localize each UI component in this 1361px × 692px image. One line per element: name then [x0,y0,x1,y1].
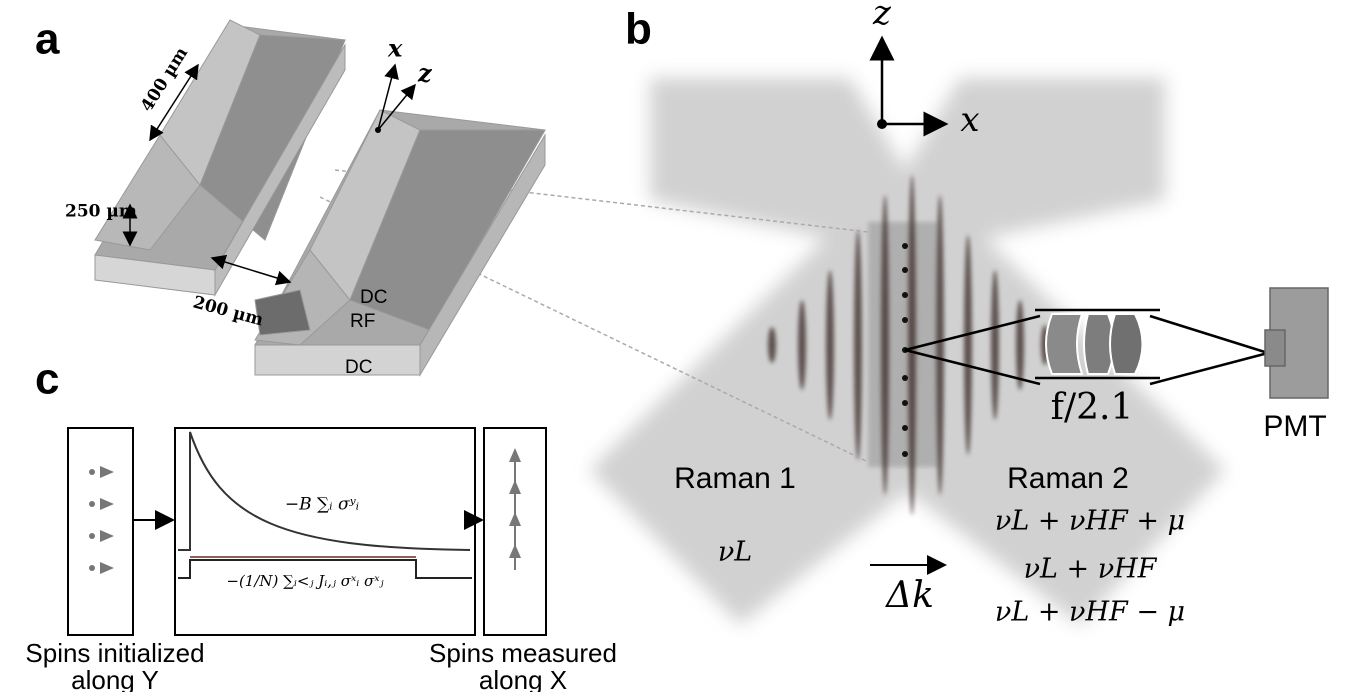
origin-dot [375,127,381,133]
beam-frequency: νL + νHF [1024,554,1158,585]
dimension-label: 200 µm [191,293,266,331]
electrode-label: DC [345,357,372,378]
figure: a 400 µm 250 µm 200 µm x z DC RF DC b z … [0,0,1361,692]
axis-label: x [387,34,403,63]
dimension-label: 250 µm [65,202,137,222]
panel-label: b [625,5,652,54]
beam-title: Raman 1 [674,462,796,495]
axis-label: z [417,59,433,88]
electrode-label: DC [360,287,387,308]
lens-label: f/2.1 [1051,387,1134,428]
hamiltonian-term: −(1/N) ∑ᵢ<ⱼ Jᵢ,ⱼ σˣᵢ σˣⱼ [226,572,383,590]
beam-title: Raman 2 [1007,462,1129,495]
panel-label: a [35,15,60,64]
lens [1046,314,1143,374]
protocol-boxes [68,428,546,635]
axis-label: x [960,100,979,140]
detector-label: PMT [1263,410,1326,443]
beam-frequency: νL [718,537,752,568]
beam-frequency: νL + νHF − μ [995,597,1185,628]
beam-frequency: νL + νHF + μ [995,506,1185,537]
hamiltonian-term: −B ∑ᵢ σʸᵢ [285,495,359,515]
caption: along X [479,665,567,692]
axis-label: z [872,0,892,33]
wavevector-label: Δk [884,575,934,616]
caption: Spins measured [429,638,617,668]
pmt [1265,288,1328,398]
panel-label: c [35,355,59,404]
axes [882,38,946,124]
origin-dot [877,119,887,129]
caption: along Y [71,665,159,692]
electrode-label: RF [350,311,375,332]
caption: Spins initialized [25,638,204,668]
